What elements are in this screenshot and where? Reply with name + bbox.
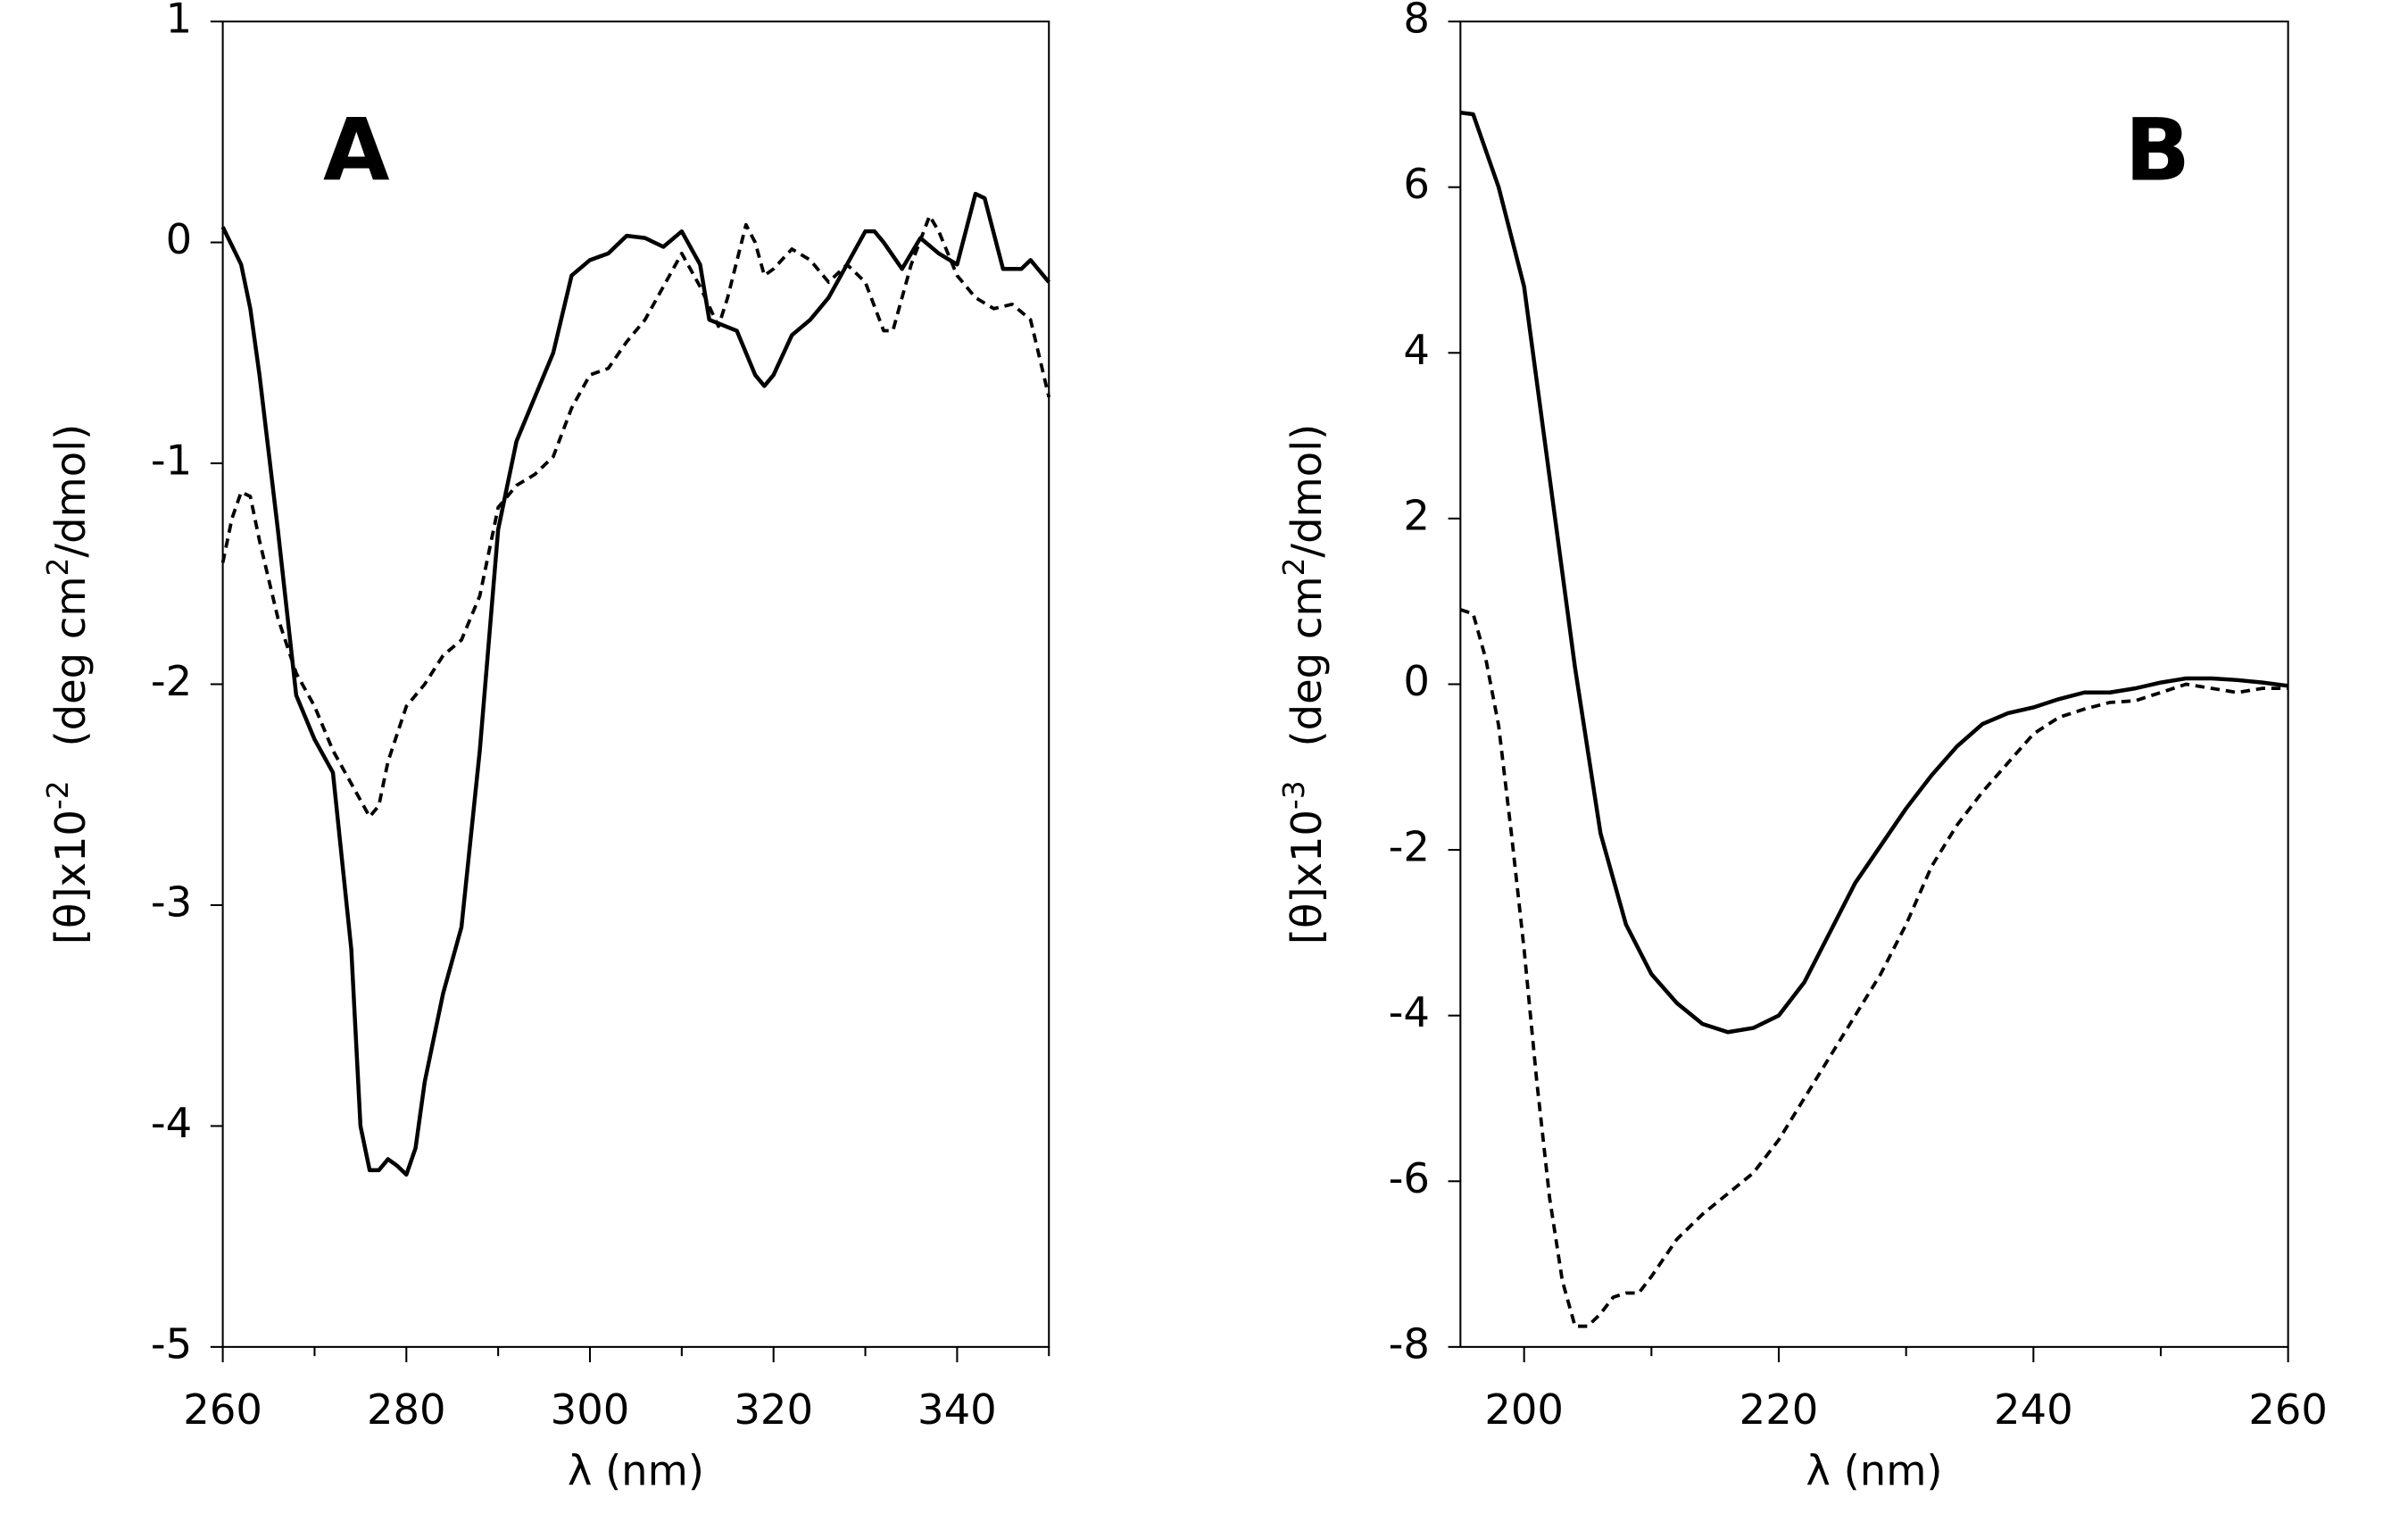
y-tick-label: 2 bbox=[1403, 491, 1430, 539]
x-tick-label: 280 bbox=[367, 1385, 446, 1434]
x-tick-label: 200 bbox=[1484, 1385, 1564, 1434]
data-line bbox=[220, 191, 1050, 1177]
y-tick-label: 8 bbox=[1403, 0, 1430, 43]
plot-frame bbox=[1459, 21, 2289, 1348]
y-tick-label: -4 bbox=[1389, 988, 1430, 1036]
x-tick-label: 240 bbox=[1994, 1385, 2073, 1434]
y-axis-label: [θ]x10-3 (deg cm2/dmol) bbox=[1277, 424, 1331, 944]
panel: -8 -6 -4 -2 0 2 4 6 8 200 220 240 260 λ (nm) [θ]x10-3 (… bbox=[1277, 0, 2328, 1495]
y-tick-label: -6 bbox=[1389, 1154, 1430, 1202]
y-tick-label: -2 bbox=[151, 657, 192, 705]
y-axis-label-part: -2 bbox=[41, 780, 75, 810]
y-axis-label-part: [θ]x10 bbox=[46, 810, 95, 944]
panel-label: A bbox=[323, 100, 390, 200]
y-axis-label-part: /dmol) bbox=[1283, 424, 1331, 558]
y-tick-label: 0 bbox=[166, 215, 193, 263]
y-tick-label: -1 bbox=[151, 437, 192, 485]
data-line bbox=[1460, 110, 2288, 1035]
y-tick-label: -8 bbox=[1389, 1319, 1430, 1368]
panel-label: B bbox=[2125, 100, 2190, 200]
x-tick-label: 300 bbox=[551, 1385, 630, 1434]
x-tick-label: 260 bbox=[2248, 1385, 2328, 1434]
x-tick-label: 220 bbox=[1740, 1385, 1819, 1434]
x-tick-label: 260 bbox=[183, 1385, 262, 1434]
data-line bbox=[220, 213, 1051, 819]
y-tick-label: -3 bbox=[151, 877, 192, 926]
x-axis-label: λ (nm) bbox=[1806, 1447, 1942, 1495]
y-axis-label-part: -3 bbox=[1277, 780, 1311, 810]
y-tick-label: -2 bbox=[1389, 823, 1430, 871]
y-axis-label-part: (deg cm bbox=[46, 576, 95, 746]
y-tick-label: 4 bbox=[1403, 326, 1430, 374]
y-tick-label: 1 bbox=[166, 0, 193, 43]
x-tick-label: 340 bbox=[918, 1385, 997, 1434]
y-axis-label-part: [θ]x10 bbox=[1283, 810, 1331, 944]
y-axis-label-part: 2 bbox=[41, 558, 75, 577]
y-tick-label: -4 bbox=[151, 1099, 192, 1147]
y-axis-label-part: /dmol) bbox=[46, 424, 95, 558]
y-tick-label: 0 bbox=[1403, 657, 1430, 705]
plot-frame bbox=[221, 21, 1050, 1348]
y-axis-label-part: 2 bbox=[1277, 558, 1311, 577]
x-axis-label: λ (nm) bbox=[568, 1447, 704, 1495]
x-tick-label: 320 bbox=[734, 1385, 813, 1434]
data-line bbox=[1459, 608, 2288, 1328]
y-axis-label-part: (deg cm bbox=[1283, 576, 1331, 746]
y-axis-label: [θ]x10-2 (deg cm2/dmol) bbox=[41, 424, 95, 944]
y-tick-label: -5 bbox=[151, 1319, 192, 1368]
y-tick-label: 6 bbox=[1403, 160, 1430, 208]
